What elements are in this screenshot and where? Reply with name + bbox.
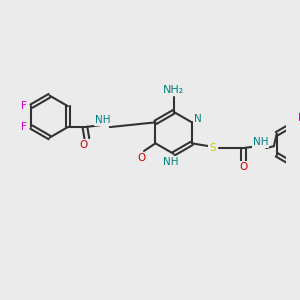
Text: O: O <box>79 140 87 150</box>
Text: O: O <box>239 162 248 172</box>
Text: N: N <box>194 115 201 124</box>
Text: F: F <box>21 101 27 111</box>
Text: NH: NH <box>253 137 268 147</box>
Text: F: F <box>21 122 27 132</box>
Text: F: F <box>298 112 300 123</box>
Text: S: S <box>209 143 216 153</box>
Text: NH: NH <box>163 158 178 167</box>
Text: O: O <box>137 153 145 163</box>
Text: NH₂: NH₂ <box>163 85 184 95</box>
Text: NH: NH <box>95 116 111 125</box>
